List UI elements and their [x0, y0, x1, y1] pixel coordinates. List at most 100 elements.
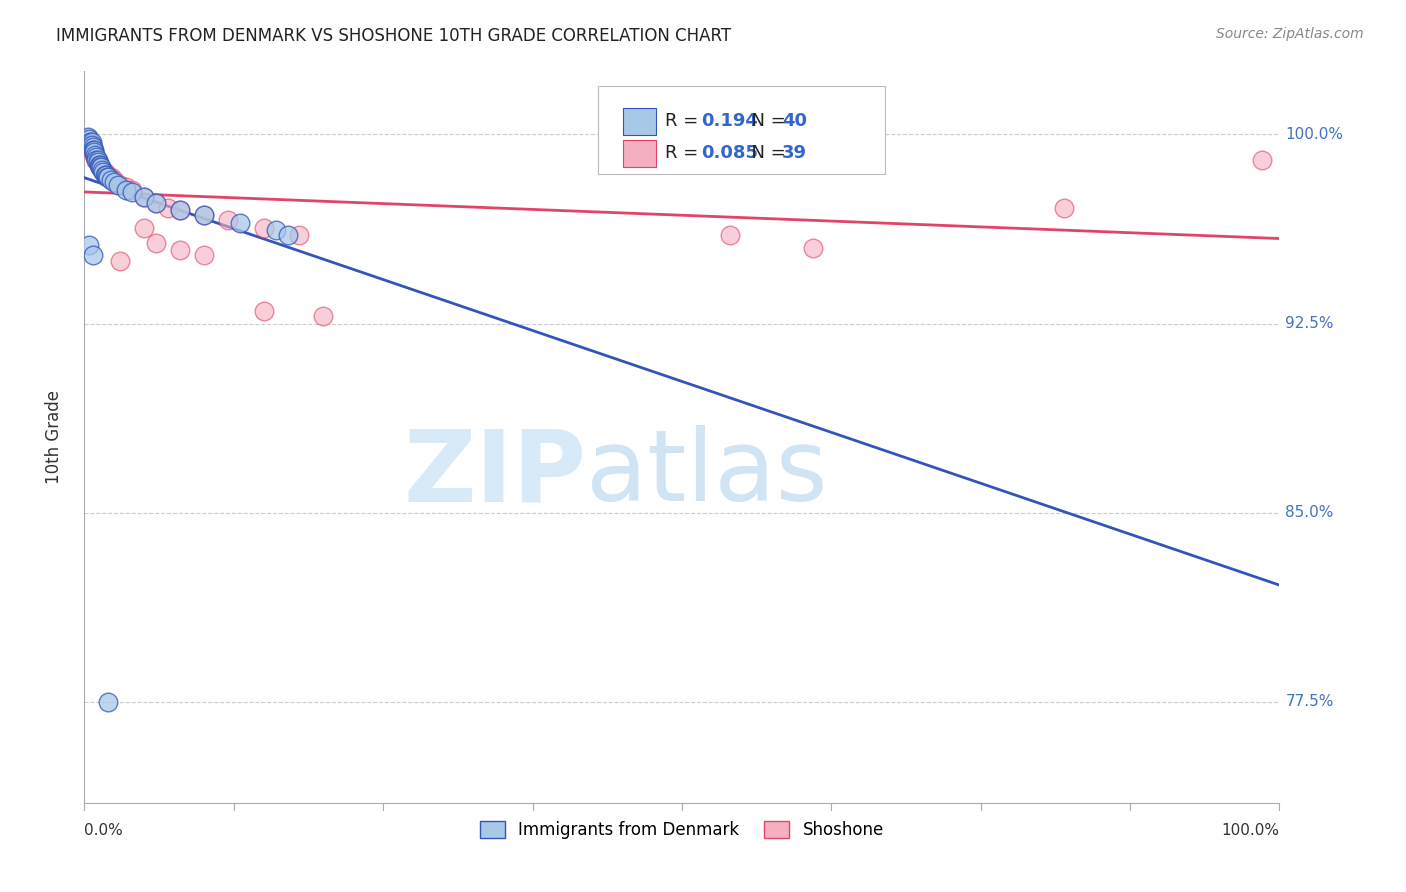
- Point: [77, 137, 100, 152]
- Point: [132, 190, 156, 204]
- Point: [193, 248, 215, 262]
- Point: [121, 183, 143, 197]
- Point: [253, 304, 276, 318]
- Point: [100, 173, 122, 187]
- Text: 39: 39: [782, 145, 807, 162]
- Point: [803, 241, 825, 255]
- Point: [91, 162, 114, 177]
- Point: [77, 130, 100, 145]
- Text: 0.085: 0.085: [702, 145, 758, 162]
- Point: [115, 180, 138, 194]
- Text: R =: R =: [665, 145, 704, 162]
- Point: [86, 153, 108, 167]
- Point: [288, 228, 311, 243]
- Point: [86, 155, 108, 169]
- Point: [121, 186, 143, 200]
- Point: [97, 170, 120, 185]
- Text: Source: ZipAtlas.com: Source: ZipAtlas.com: [1216, 27, 1364, 41]
- Point: [277, 228, 299, 243]
- Point: [145, 195, 167, 210]
- Point: [132, 190, 156, 204]
- Point: [89, 158, 111, 172]
- Point: [145, 235, 167, 250]
- Point: [718, 228, 741, 243]
- Point: [86, 153, 108, 167]
- Point: [86, 153, 108, 167]
- Point: [93, 168, 115, 182]
- Text: N =: N =: [741, 112, 792, 130]
- Point: [110, 178, 132, 192]
- Point: [264, 223, 287, 237]
- Point: [80, 137, 103, 152]
- Point: [80, 143, 103, 157]
- Text: atlas: atlas: [586, 425, 828, 522]
- Point: [79, 135, 101, 149]
- Point: [82, 248, 104, 262]
- Point: [169, 203, 191, 218]
- Text: 92.5%: 92.5%: [1285, 316, 1334, 331]
- Point: [83, 145, 105, 159]
- Text: 10th Grade: 10th Grade: [45, 390, 63, 484]
- FancyBboxPatch shape: [599, 86, 886, 174]
- Point: [77, 135, 100, 149]
- Point: [169, 203, 191, 218]
- Point: [79, 140, 101, 154]
- Point: [93, 165, 115, 179]
- Point: [79, 137, 101, 152]
- Point: [89, 160, 111, 174]
- Text: 100.0%: 100.0%: [1285, 127, 1344, 142]
- Text: IMMIGRANTS FROM DENMARK VS SHOSHONE 10TH GRADE CORRELATION CHART: IMMIGRANTS FROM DENMARK VS SHOSHONE 10TH…: [56, 27, 731, 45]
- Point: [77, 132, 100, 146]
- Point: [80, 135, 103, 149]
- Point: [1250, 153, 1272, 167]
- Point: [82, 143, 104, 157]
- Point: [96, 168, 118, 182]
- Point: [97, 695, 120, 709]
- Text: 0.194: 0.194: [702, 112, 758, 130]
- Point: [84, 147, 107, 161]
- Point: [89, 160, 111, 174]
- Point: [82, 145, 104, 159]
- FancyBboxPatch shape: [623, 140, 655, 167]
- Point: [83, 147, 105, 161]
- Point: [87, 158, 110, 172]
- Point: [145, 195, 167, 210]
- Point: [132, 220, 156, 235]
- Point: [86, 150, 108, 164]
- Point: [1053, 201, 1076, 215]
- Point: [169, 244, 191, 258]
- Point: [115, 183, 138, 197]
- Text: 100.0%: 100.0%: [1222, 823, 1279, 838]
- Point: [193, 208, 215, 222]
- Point: [84, 150, 107, 164]
- Point: [82, 140, 104, 154]
- Point: [90, 160, 112, 174]
- Point: [217, 213, 239, 227]
- Text: R =: R =: [665, 112, 704, 130]
- Text: ZIP: ZIP: [404, 425, 586, 522]
- FancyBboxPatch shape: [623, 108, 655, 135]
- Point: [83, 143, 105, 157]
- Point: [107, 178, 129, 192]
- Text: 0.0%: 0.0%: [84, 823, 124, 838]
- Text: 77.5%: 77.5%: [1285, 694, 1334, 709]
- Text: N =: N =: [741, 145, 792, 162]
- Point: [157, 201, 180, 215]
- Point: [103, 173, 125, 187]
- Legend: Immigrants from Denmark, Shoshone: Immigrants from Denmark, Shoshone: [474, 814, 890, 846]
- Text: 85.0%: 85.0%: [1285, 505, 1334, 520]
- Text: 40: 40: [782, 112, 807, 130]
- Point: [86, 155, 108, 169]
- Point: [253, 220, 276, 235]
- Point: [312, 309, 335, 323]
- Point: [93, 165, 115, 179]
- Point: [96, 170, 118, 185]
- Point: [77, 238, 100, 252]
- Point: [87, 158, 110, 172]
- Point: [193, 208, 215, 222]
- Point: [100, 170, 122, 185]
- Point: [76, 132, 98, 146]
- Point: [110, 253, 132, 268]
- Point: [91, 162, 114, 177]
- Point: [94, 168, 117, 182]
